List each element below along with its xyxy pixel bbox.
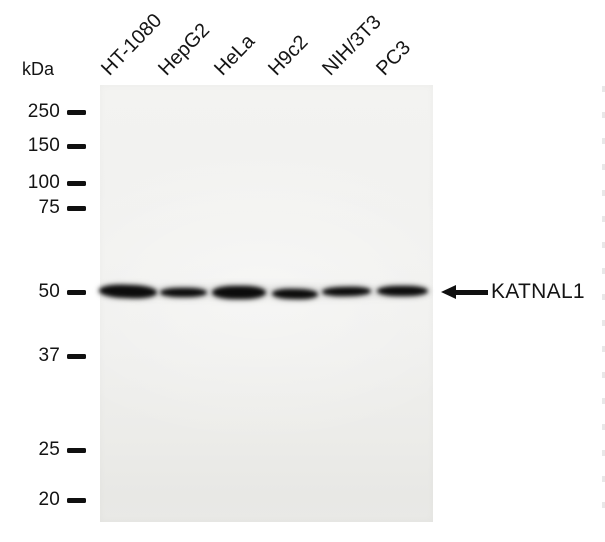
left-arrow-head (441, 285, 456, 299)
unit-label: kDa (22, 59, 55, 79)
lane-label-nih-3t3: NIH/3T3 (318, 11, 386, 81)
lane-label-ht-1080: HT-1080 (97, 9, 167, 81)
band-annotation: KATNAL1 (441, 280, 585, 303)
ladder-marker-label: 75 (38, 197, 60, 218)
ladder-marker-label: 25 (38, 439, 60, 460)
protein-band-hela (212, 286, 266, 299)
ladder-marker-row-25: 25 (14, 438, 86, 462)
ladder-marker-label: 20 (38, 489, 60, 510)
left-arrow-icon (441, 285, 488, 299)
ladder-tick (67, 353, 86, 359)
ladder-tick (67, 497, 86, 503)
ladder-marker-row-50: 50 (14, 280, 86, 304)
blot-membrane (100, 85, 433, 522)
left-arrow-shaft (455, 289, 488, 295)
ladder-marker-row-20: 20 (14, 488, 86, 512)
ladder-marker-row-250: 250 (14, 100, 86, 124)
protein-band-hepg2 (160, 288, 207, 297)
ladder-tick (67, 205, 86, 211)
ladder-marker-label: 37 (38, 345, 60, 366)
ladder-tick (67, 447, 86, 453)
band-annotation-label: KATNAL1 (491, 280, 585, 303)
ladder-marker-label: 250 (27, 101, 60, 122)
ladder-tick (67, 289, 86, 295)
adjacent-panel-edge-artifact (602, 86, 605, 516)
lane-label-hepg2: HepG2 (154, 19, 215, 80)
ladder-marker-row-75: 75 (14, 196, 86, 220)
protein-band-h9c2 (271, 288, 319, 300)
ladder-marker-row-150: 150 (14, 134, 86, 158)
lane-label-h9c2: H9c2 (264, 31, 313, 80)
ladder-marker-label: 100 (27, 172, 60, 193)
lane-label-pc3: PC3 (372, 36, 416, 80)
ladder-tick (67, 143, 86, 149)
lane-label-hela: HeLa (210, 30, 260, 80)
ladder-marker-label: 150 (27, 135, 60, 156)
ladder-tick (67, 109, 86, 115)
ladder-marker-row-37: 37 (14, 344, 86, 368)
ladder-tick (67, 180, 86, 186)
protein-band-pc3 (377, 286, 428, 296)
ladder-marker-row-100: 100 (14, 171, 86, 195)
ladder-marker-label: 50 (38, 281, 60, 302)
